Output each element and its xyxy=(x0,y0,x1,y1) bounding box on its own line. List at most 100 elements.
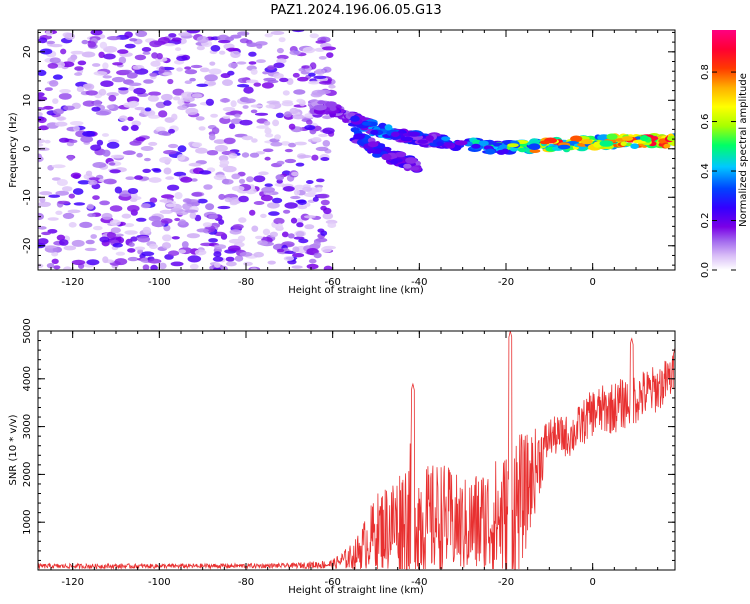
spectrogram-cell xyxy=(168,250,180,256)
spectrogram-cell xyxy=(106,36,121,41)
spectrogram-cell xyxy=(56,179,68,186)
spectrogram-cell xyxy=(580,139,593,145)
x-tick-label: -100 xyxy=(148,577,171,588)
y-tick-label: 10 xyxy=(22,94,33,107)
spectrogram-cell xyxy=(102,133,109,137)
x-tick-label: -120 xyxy=(61,277,84,288)
spectrogram-cell xyxy=(102,149,111,157)
figure-title: PAZ1.2024.196.06.05.G13 xyxy=(270,3,441,18)
spectrogram-cell xyxy=(630,143,639,149)
spectrogram-cell xyxy=(314,184,324,188)
spectrogram-cell xyxy=(53,108,64,115)
spectrogram-cell xyxy=(270,31,285,35)
spectrogram-cell xyxy=(106,104,115,110)
snr-xlabel: Height of straight line (km) xyxy=(288,585,424,596)
spectrogram-cell xyxy=(219,98,231,103)
spectrogram-cell xyxy=(130,236,138,242)
spectrogram-ylabel: Frequency (Hz) xyxy=(8,112,19,188)
spectrogram-cell xyxy=(234,113,241,118)
spectrogram-cell xyxy=(134,106,146,111)
spectrogram-cell xyxy=(109,169,121,174)
spectrogram-cell xyxy=(311,154,319,161)
spectrogram-cell xyxy=(599,140,614,147)
spectrogram-cell xyxy=(85,90,98,96)
spectrogram-cell xyxy=(292,246,300,253)
spectrogram-cell xyxy=(229,123,236,130)
spectrogram-cell xyxy=(667,135,675,141)
spectrogram-cell xyxy=(194,214,202,222)
spectrogram-cell xyxy=(44,87,53,91)
spectrogram-cell xyxy=(162,234,172,242)
spectrogram-cell xyxy=(135,137,146,142)
spectrogram-cell xyxy=(405,157,417,164)
spectrogram-cell xyxy=(87,179,98,186)
spectrogram-cell xyxy=(43,105,54,110)
spectrogram-cell xyxy=(52,74,63,80)
spectrogram-cell xyxy=(134,54,147,61)
colorbar-tick-label: 0.8 xyxy=(700,64,711,80)
spectrogram-cell xyxy=(309,128,317,135)
spectrogram-cell xyxy=(250,104,263,108)
spectrogram-cell xyxy=(194,249,207,256)
spectrogram-cell xyxy=(130,192,138,199)
spectrogram-cell xyxy=(218,193,226,200)
spectrogram-cell xyxy=(67,209,81,214)
spectrogram-cell xyxy=(178,249,187,254)
spectrogram-cell xyxy=(301,65,310,69)
spectrogram-cell xyxy=(159,156,172,164)
spectrogram-cell xyxy=(231,173,241,180)
spectrogram-cell xyxy=(124,43,136,49)
spectrogram-cell xyxy=(158,262,167,270)
spectrogram-cell xyxy=(49,43,63,48)
spectrogram-cell xyxy=(150,60,161,67)
spectrogram-cell xyxy=(182,198,192,203)
spectrogram-cell xyxy=(77,180,91,185)
spectrogram-cell xyxy=(213,267,222,270)
spectrogram-cell xyxy=(284,111,292,118)
spectrogram-cell xyxy=(225,256,235,262)
spectrogram-cell xyxy=(150,264,158,270)
spectrogram-cell xyxy=(529,149,541,153)
spectrogram-cell xyxy=(322,127,335,135)
spectrogram-cell xyxy=(148,141,158,146)
spectrogram-cell xyxy=(88,177,100,181)
spectrogram-cell xyxy=(217,34,230,42)
spectrogram-cell xyxy=(101,212,113,220)
x-tick-label: -60 xyxy=(324,277,340,288)
spectrogram-cell xyxy=(298,238,309,244)
spectrogram-cell xyxy=(267,65,276,70)
spectrogram-cell xyxy=(90,30,103,36)
spectrogram-cell xyxy=(264,156,271,161)
spectrogram-cell xyxy=(275,112,284,119)
spectrogram-cell xyxy=(60,48,67,55)
spectrogram-cell xyxy=(219,159,230,166)
spectrogram-cell xyxy=(250,109,258,114)
spectrogram-cell xyxy=(38,201,51,207)
spectrogram-cell xyxy=(210,45,221,52)
spectrogram-cell xyxy=(123,223,135,228)
colorbar-tick-label: 0.4 xyxy=(700,163,711,179)
spectrogram-cell xyxy=(222,107,236,112)
spectrogram-cell xyxy=(56,116,67,121)
spectrogram-cell xyxy=(276,223,283,230)
spectrogram-cell xyxy=(621,136,634,141)
spectrogram-cell xyxy=(287,233,295,239)
spectrogram-cell xyxy=(256,125,269,129)
spectrogram-cell xyxy=(181,91,194,99)
spectrogram-cell xyxy=(44,139,51,144)
spectrogram-cell xyxy=(54,121,68,127)
spectrogram-cell xyxy=(148,215,162,222)
spectrogram-cell xyxy=(315,40,326,44)
spectrogram-cell xyxy=(295,231,305,237)
spectrogram-cell xyxy=(318,133,328,138)
spectrogram-cell xyxy=(118,115,128,122)
spectrogram-cell xyxy=(315,68,326,75)
spectrogram-cell xyxy=(276,47,284,54)
spectrogram-cell xyxy=(248,61,257,65)
spectrogram-cell xyxy=(38,226,47,230)
spectrogram-cell xyxy=(290,217,298,224)
spectrogram-cell xyxy=(106,92,119,97)
spectrogram-cell xyxy=(118,56,127,64)
spectrogram-cell xyxy=(195,116,205,121)
spectrogram-cell xyxy=(353,133,365,140)
